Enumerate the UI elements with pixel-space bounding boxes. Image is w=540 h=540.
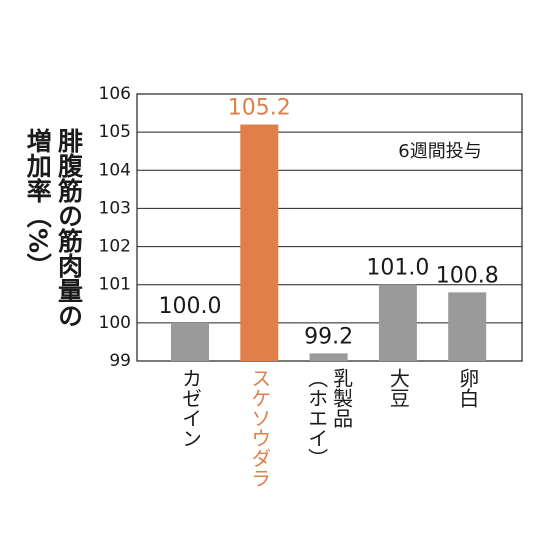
bar — [240, 124, 279, 361]
value-label: 100.0 — [159, 294, 222, 319]
x-tick-label: カゼイン — [178, 368, 203, 448]
y-tick-label: 100 — [99, 313, 131, 333]
bar — [309, 353, 348, 361]
y-tick-label: 104 — [99, 160, 131, 180]
bar — [171, 322, 209, 361]
value-label: 100.8 — [436, 263, 499, 288]
x-tick-label: 卵白 — [455, 368, 480, 408]
y-tick-label: 99 — [109, 351, 131, 371]
y-tick-label: 103 — [99, 198, 131, 218]
y-tick-label: 101 — [99, 275, 131, 295]
bar — [378, 284, 417, 361]
y-tick-label: 102 — [99, 237, 131, 257]
value-label: 99.2 — [304, 324, 353, 349]
bar — [448, 292, 487, 361]
value-label: 101.0 — [366, 256, 429, 281]
y-axis-label: 腓腹筋の筋肉量の増加率（%） — [23, 128, 84, 328]
y-tick-label: 105 — [99, 122, 131, 142]
y-tick-label: 106 — [99, 84, 131, 104]
x-tick-label: 乳製品 （ホエイ） — [304, 368, 354, 468]
x-tick-label: 大豆 — [386, 368, 411, 408]
value-label: 105.2 — [228, 96, 291, 121]
x-tick-label: スケソウダラ — [247, 368, 272, 488]
annotation: 6週間投与 — [398, 141, 481, 162]
